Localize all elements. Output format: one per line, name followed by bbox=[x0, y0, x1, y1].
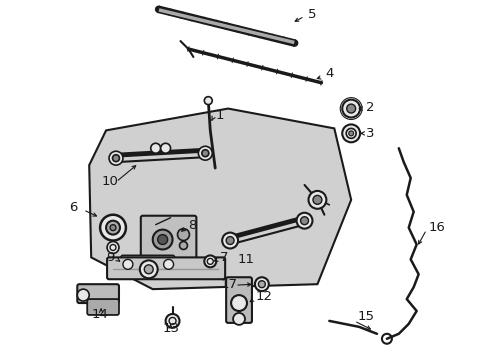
Circle shape bbox=[258, 281, 265, 288]
Text: 1: 1 bbox=[215, 109, 224, 122]
Circle shape bbox=[161, 143, 170, 153]
Circle shape bbox=[342, 100, 359, 117]
Circle shape bbox=[122, 260, 133, 269]
Circle shape bbox=[179, 242, 187, 249]
FancyBboxPatch shape bbox=[225, 277, 251, 323]
Circle shape bbox=[165, 314, 179, 328]
Text: 15: 15 bbox=[356, 310, 373, 323]
Circle shape bbox=[109, 151, 122, 165]
Circle shape bbox=[204, 96, 212, 105]
Circle shape bbox=[204, 255, 216, 267]
Circle shape bbox=[198, 146, 212, 160]
FancyBboxPatch shape bbox=[77, 284, 119, 303]
Text: 4: 4 bbox=[325, 67, 333, 80]
FancyBboxPatch shape bbox=[87, 299, 119, 315]
Text: 7: 7 bbox=[220, 251, 228, 264]
FancyBboxPatch shape bbox=[121, 255, 174, 273]
Circle shape bbox=[112, 155, 119, 162]
Circle shape bbox=[254, 277, 268, 291]
Circle shape bbox=[177, 229, 189, 240]
Circle shape bbox=[107, 242, 119, 253]
Circle shape bbox=[150, 143, 161, 153]
Circle shape bbox=[233, 313, 244, 325]
Circle shape bbox=[222, 233, 238, 248]
Circle shape bbox=[308, 191, 325, 209]
Text: 17: 17 bbox=[220, 278, 237, 291]
Text: 8: 8 bbox=[188, 219, 196, 232]
Circle shape bbox=[231, 295, 246, 311]
Circle shape bbox=[100, 215, 126, 240]
Text: 6: 6 bbox=[69, 201, 78, 214]
Circle shape bbox=[144, 265, 153, 274]
Circle shape bbox=[140, 260, 157, 278]
FancyBboxPatch shape bbox=[141, 216, 196, 260]
Circle shape bbox=[202, 150, 208, 157]
Text: 14: 14 bbox=[91, 309, 108, 321]
Text: 5: 5 bbox=[307, 8, 315, 21]
Circle shape bbox=[346, 104, 355, 113]
Circle shape bbox=[163, 260, 173, 269]
Text: 11: 11 bbox=[238, 253, 255, 266]
Text: 12: 12 bbox=[255, 289, 272, 303]
Circle shape bbox=[342, 125, 359, 142]
Circle shape bbox=[225, 237, 234, 244]
Circle shape bbox=[106, 221, 120, 235]
Text: 3: 3 bbox=[366, 127, 374, 140]
Circle shape bbox=[348, 131, 353, 136]
Text: 10: 10 bbox=[101, 175, 118, 189]
Text: 2: 2 bbox=[366, 101, 374, 114]
Text: 16: 16 bbox=[427, 221, 445, 234]
Circle shape bbox=[312, 195, 321, 204]
Circle shape bbox=[77, 289, 89, 301]
Circle shape bbox=[300, 217, 308, 225]
Circle shape bbox=[296, 213, 312, 229]
Polygon shape bbox=[89, 109, 350, 289]
Text: 13: 13 bbox=[163, 322, 179, 336]
Text: 9: 9 bbox=[106, 251, 114, 264]
FancyBboxPatch shape bbox=[107, 257, 224, 279]
Circle shape bbox=[152, 230, 172, 249]
Circle shape bbox=[157, 235, 167, 244]
Circle shape bbox=[110, 225, 116, 231]
